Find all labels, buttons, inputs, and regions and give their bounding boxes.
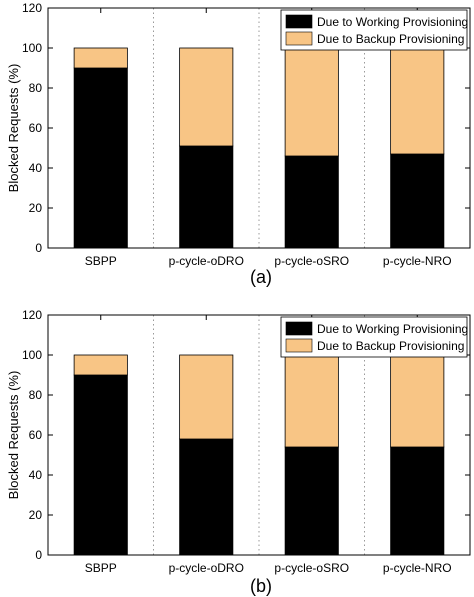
legend: Due to Working Provisioning Due to Backup… — [280, 316, 468, 358]
y-tick-label: 100 — [22, 348, 42, 362]
bar-segment-backup — [284, 47, 339, 157]
bar-segment-backup — [73, 47, 128, 69]
x-tick-label: p-cycle-oSRO — [274, 254, 349, 268]
y-tick-label: 0 — [35, 241, 42, 255]
legend-swatch-backup — [285, 338, 313, 353]
legend-label: Due to Backup Provisioning — [317, 339, 464, 353]
x-tick-label: SBPP — [85, 561, 117, 575]
y-tick-label: 0 — [35, 548, 42, 562]
bar-segment-backup — [284, 354, 339, 448]
legend-label: Due to Working Provisioning — [317, 15, 468, 29]
legend-swatch-working — [285, 14, 313, 29]
y-axis-title: Blocked Requests (%) — [6, 64, 21, 193]
x-tick-label: p-cycle-oSRO — [274, 561, 349, 575]
chart-panel-a: SBPP p-cycle-oDRO p-cycle-oSRO p-cycle-NRO 0… — [6, 1, 471, 287]
y-tick-label: 40 — [29, 468, 43, 482]
y-tick-label: 20 — [29, 508, 43, 522]
panel-label: (b) — [250, 576, 272, 596]
bar-segment-working — [390, 446, 445, 556]
legend-label: Due to Working Provisioning — [317, 322, 468, 336]
y-axis-title: Blocked Requests (%) — [6, 371, 21, 500]
bar-segment-backup — [390, 47, 445, 155]
bar-segment-working — [73, 67, 128, 249]
bar-segment-backup — [390, 354, 445, 448]
y-tick-label: 120 — [22, 1, 42, 15]
bar-segment-working — [179, 438, 234, 556]
y-tick-label: 80 — [29, 388, 43, 402]
y-tick-label: 100 — [22, 41, 42, 55]
legend-swatch-backup — [285, 31, 313, 46]
bar-segment-working — [73, 374, 128, 556]
y-tick-label: 60 — [29, 428, 43, 442]
chart-panel-b: SBPP p-cycle-oDRO p-cycle-oSRO p-cycle-NRO 0… — [6, 308, 471, 596]
x-tick-label: p-cycle-NRO — [383, 561, 452, 575]
bar-segment-working — [179, 145, 234, 249]
bar-segment-working — [390, 153, 445, 249]
x-tick-label: p-cycle-oDRO — [169, 561, 244, 575]
y-tick-label: 80 — [29, 81, 43, 95]
bar-segment-working — [284, 446, 339, 556]
x-tick-label: p-cycle-oDRO — [169, 254, 244, 268]
y-tick-label: 20 — [29, 201, 43, 215]
bar-segment-backup — [73, 354, 128, 376]
x-tick-label: SBPP — [85, 254, 117, 268]
legend-swatch-working — [285, 321, 313, 336]
legend: Due to Working Provisioning Due to Backup… — [280, 9, 468, 51]
bar-segment-working — [284, 155, 339, 249]
y-tick-label: 60 — [29, 121, 43, 135]
y-tick-label: 120 — [22, 308, 42, 322]
y-tick-label: 40 — [29, 161, 43, 175]
bar-segment-backup — [179, 354, 234, 440]
legend-label: Due to Backup Provisioning — [317, 32, 464, 46]
panel-label: (a) — [250, 267, 272, 287]
x-tick-label: p-cycle-NRO — [383, 254, 452, 268]
bar-segment-backup — [179, 47, 234, 147]
